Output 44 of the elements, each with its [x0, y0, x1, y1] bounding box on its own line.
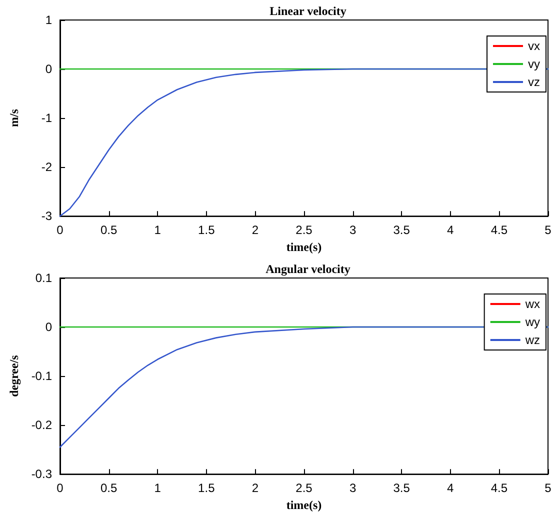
x-tick-label: 2 — [252, 223, 259, 238]
x-tick-label: 0 — [56, 223, 64, 238]
x-tick-label: 1.5 — [198, 481, 216, 496]
y-tick-label: 0 — [45, 62, 52, 76]
y-axis-title: degree/s — [7, 354, 21, 397]
legend-label: vz — [528, 75, 540, 89]
x-tick-label: 2.5 — [296, 223, 313, 238]
x-tick-label: 3.5 — [393, 223, 410, 238]
x-tick-label: 1 — [154, 223, 162, 238]
chart-title: Linear velocity — [270, 4, 346, 18]
legend-label: wz — [524, 333, 540, 347]
y-axis-title: m/s — [7, 108, 21, 128]
y-tick-label: -2 — [41, 160, 52, 174]
x-tick-label: 5 — [544, 481, 552, 496]
y-tick-label: 1 — [45, 13, 52, 27]
legend-label: wy — [524, 315, 540, 329]
x-tick-label: 3 — [349, 223, 356, 238]
x-tick-label: 5 — [544, 223, 552, 238]
y-tick-label: -0.3 — [31, 467, 52, 482]
y-tick-label: 0 — [45, 320, 52, 334]
x-tick-label: 4 — [447, 223, 454, 238]
x-tick-label: 4.5 — [490, 223, 508, 238]
x-tick-label: 0 — [56, 481, 64, 496]
y-tick-label: -0.1 — [31, 369, 52, 384]
x-tick-label: 4 — [447, 481, 454, 496]
y-tick-label: -1 — [41, 111, 52, 126]
x-tick-label: 2.5 — [296, 481, 313, 496]
x-axis-title: time(s) — [286, 240, 322, 254]
x-tick-label: 0.5 — [100, 223, 118, 238]
legend-label: wx — [524, 297, 540, 311]
x-tick-label: 3.5 — [393, 481, 410, 496]
x-tick-label: 0.5 — [100, 481, 118, 496]
legend-label: vx — [528, 39, 540, 53]
y-tick-label: -3 — [41, 209, 52, 224]
y-tick-label: 0.1 — [35, 271, 52, 285]
chart-title: Angular velocity — [266, 262, 350, 276]
legend-label: vy — [528, 57, 540, 71]
x-tick-label: 1 — [154, 481, 162, 496]
x-axis-title: time(s) — [286, 498, 322, 512]
x-tick-label: 2 — [252, 481, 259, 496]
x-tick-label: 3 — [349, 481, 356, 496]
x-tick-label: 4.5 — [490, 481, 508, 496]
y-tick-label: -0.2 — [31, 418, 52, 432]
x-tick-label: 1.5 — [198, 223, 216, 238]
